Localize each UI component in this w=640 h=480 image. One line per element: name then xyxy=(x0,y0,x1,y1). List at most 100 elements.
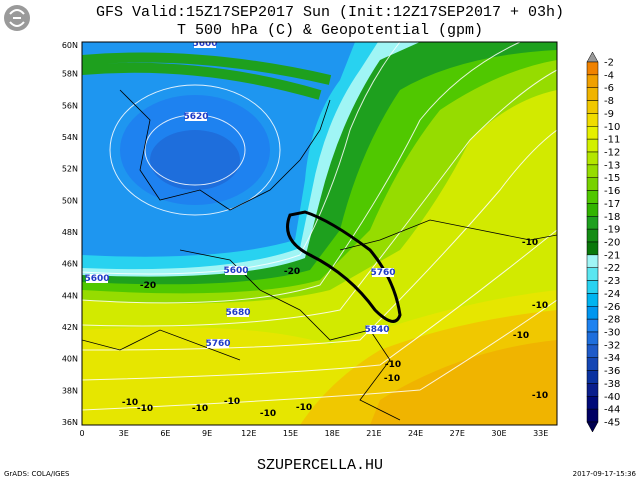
lon-label: 0 xyxy=(79,429,84,438)
colorbar-swatch xyxy=(586,61,599,76)
lat-label: 60N xyxy=(62,41,78,50)
contour-label-bg xyxy=(225,266,247,275)
contour-label: -10 xyxy=(296,403,312,413)
contour-label-bg xyxy=(366,325,388,334)
contour-label-bg xyxy=(185,112,207,121)
lon-label: 6E xyxy=(160,429,170,438)
colorbar-label: -4 xyxy=(604,70,614,81)
footer-right: 2017-09-17-15:36 xyxy=(573,470,637,478)
contour-label: -10 xyxy=(513,331,529,341)
colorbar-swatch xyxy=(586,280,599,294)
contour-label: -10 xyxy=(260,409,276,419)
contour-label-bg xyxy=(207,339,229,348)
colorbar-swatch xyxy=(586,357,599,371)
colorbar-label: -15 xyxy=(604,173,620,184)
colorbar-swatch xyxy=(586,151,599,166)
lon-label: 30E xyxy=(491,429,506,438)
colorbar-swatch xyxy=(586,293,599,307)
colorbar-label: -13 xyxy=(604,160,620,171)
contour-label: -10 xyxy=(224,397,240,407)
colorbar-swatch xyxy=(586,383,599,397)
lat-label: 46N xyxy=(62,260,78,269)
contour-label: 5840 xyxy=(364,325,389,335)
thick-contour xyxy=(286,210,402,323)
colorbar-swatch xyxy=(586,164,599,178)
contour-label-bg xyxy=(227,308,249,317)
colorbar-label: -16 xyxy=(604,186,620,197)
lon-label: 21E xyxy=(366,429,381,438)
lat-label: 48N xyxy=(62,228,78,237)
colorbar-label: -11 xyxy=(604,135,620,146)
colorbar-swatch xyxy=(586,318,599,333)
colorbar-swatch xyxy=(586,190,599,204)
lon-label: 12E xyxy=(241,429,256,438)
colorbar-label: -34 xyxy=(604,353,620,364)
contour-label: -10 xyxy=(137,404,153,414)
lat-label: 56N xyxy=(62,101,78,110)
colorbar-swatch xyxy=(586,113,599,127)
map: 5600 5620 5600 5600 5680 5760 5760 5840 -20 -20 -1… xyxy=(82,39,557,425)
colorbar-label: -24 xyxy=(604,289,620,300)
colorbar-label: -22 xyxy=(604,263,620,274)
contour-label: -10 xyxy=(384,374,400,384)
colorbar-label: -18 xyxy=(604,212,620,223)
colorbar-label: -45 xyxy=(604,418,620,429)
contour-label: -10 xyxy=(385,360,401,370)
footer-center: SZUPERCELLA.HU xyxy=(257,457,383,474)
colorbar-label: -32 xyxy=(604,340,620,351)
lat-label: 44N xyxy=(62,291,78,300)
colorbar-label: -38 xyxy=(604,379,620,390)
colorbar-swatch xyxy=(586,100,599,114)
colorbar-label: -12 xyxy=(604,148,620,159)
lat-label: 36N xyxy=(62,418,78,427)
contour-label: -20 xyxy=(284,267,300,277)
contour-label: 5760 xyxy=(205,339,230,349)
lon-label: 27E xyxy=(450,429,465,438)
colorbar-label: -9 xyxy=(604,109,614,120)
colorbar-label: -30 xyxy=(604,328,620,339)
colorbar-swatch xyxy=(586,408,599,423)
colorbar-label: -36 xyxy=(604,366,620,377)
title-line2: T 500 hPa (C) & Geopotential (gpm) xyxy=(177,22,483,39)
colorbar-label: -17 xyxy=(604,199,620,210)
contour-label: 5760 xyxy=(370,268,395,278)
map-frame xyxy=(81,41,558,426)
colorbar-swatch xyxy=(586,203,599,217)
colorbar-label: -6 xyxy=(604,83,614,94)
lat-label: 58N xyxy=(62,70,78,79)
lat-label: 52N xyxy=(62,165,78,174)
lat-label: 38N xyxy=(62,386,78,395)
footer-left: GrADS: COLA/IGES xyxy=(4,470,70,478)
colorbar-swatch xyxy=(586,177,599,191)
colorbar-arrow-bottom xyxy=(586,421,599,433)
lon-label: 18E xyxy=(325,429,340,438)
colorbar-label: -28 xyxy=(604,315,620,326)
lat-label: 42N xyxy=(62,323,78,332)
colorbar-arrow-top xyxy=(586,51,599,63)
contour-label-bg xyxy=(372,268,394,277)
colorbar-label: -20 xyxy=(604,238,620,249)
lat-label: 54N xyxy=(62,133,78,142)
contour-label: -10 xyxy=(192,404,208,414)
colorbar-label: -40 xyxy=(604,392,620,403)
contour-label: 5600 xyxy=(84,274,109,284)
colorbar-label: -23 xyxy=(604,276,620,287)
colorbar-label: -44 xyxy=(604,405,620,416)
lon-label: 24E xyxy=(408,429,423,438)
lat-label: 40N xyxy=(62,355,78,364)
colorbar-swatch xyxy=(586,87,599,101)
colorbar-swatch xyxy=(586,396,599,410)
colorbar-label: -26 xyxy=(604,302,620,313)
colorbar-swatch xyxy=(586,241,599,256)
contour-label: 5600 xyxy=(192,39,217,49)
colorbar-label: -2 xyxy=(604,58,614,69)
colorbar-swatch xyxy=(586,216,599,230)
colorbar-swatch xyxy=(586,228,599,243)
colorbar-swatch xyxy=(586,138,599,153)
colorbar-label: -21 xyxy=(604,250,620,261)
contour-label: -10 xyxy=(532,391,548,401)
contour-label: 5620 xyxy=(183,112,208,122)
contour-label: -10 xyxy=(522,238,538,248)
colorbar-swatch xyxy=(586,306,599,320)
